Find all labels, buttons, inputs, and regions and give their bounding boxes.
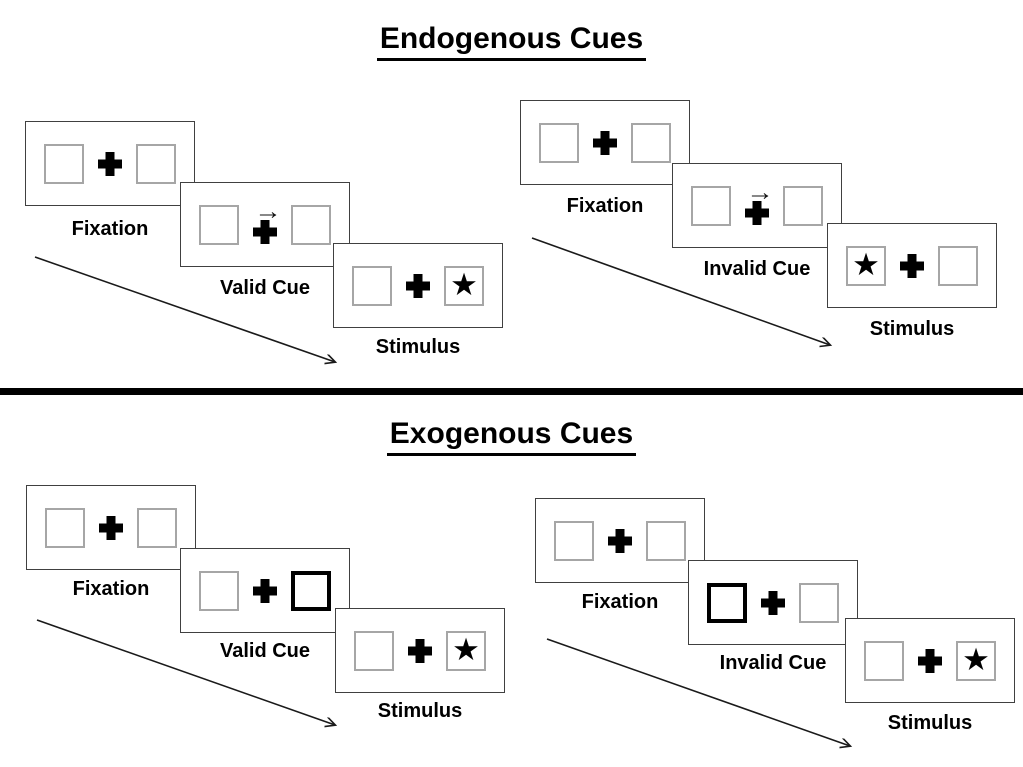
card-label: Fixation [566,195,644,217]
timeline-arrow-exogenous-valid [36,619,335,725]
center-symbols [760,591,786,615]
left-box [554,520,594,561]
right-box [137,507,177,548]
right-box: ★ [444,265,484,306]
left-box [45,507,85,548]
valid-cue-card [180,548,350,633]
valid-cue-card: → [180,182,350,267]
center-symbols [899,254,925,278]
left-box [539,122,579,163]
cue-highlight-box [707,582,747,623]
star-icon: ★ [852,247,880,282]
exogenous-title-text: Exogenous Cues [386,417,637,456]
fixation-cross-icon [745,201,769,225]
center-symbols [405,274,431,298]
cue-arrow-icon: → [254,198,282,225]
stimulus-card: ★ [335,608,505,693]
center-symbols [607,529,633,553]
center-symbols [252,579,278,603]
fixation-cross-icon [98,152,122,176]
card-label: Invalid Cue [703,258,811,280]
star-icon: ★ [962,642,990,677]
card-label: Stimulus [869,318,955,340]
left-box [691,185,731,226]
star-icon: ★ [452,632,480,667]
right-box [631,122,671,163]
exogenous-section-title: Exogenous Cues [0,417,1023,456]
invalid-cue-card [688,560,858,645]
card-label: Fixation [72,578,150,600]
cue-highlight-box [291,570,331,611]
right-box [783,185,823,226]
fixation-cross-icon [918,649,942,673]
endogenous-section-title: Endogenous Cues [0,22,1023,61]
card-label: Valid Cue [219,277,311,299]
card-label: Fixation [71,218,149,240]
fixation-cross-icon [253,579,277,603]
star-icon: ★ [450,267,478,302]
fixation-cross-icon [593,131,617,155]
left-box: ★ [846,245,886,286]
center-symbols [97,152,123,176]
fixation-cross-icon [406,274,430,298]
center-symbols [98,516,124,540]
right-box: ★ [446,630,486,671]
fixation-card [535,498,705,583]
center-symbols [917,649,943,673]
right-box [136,143,176,184]
stimulus-card: ★ [845,618,1015,703]
fixation-cross-icon [99,516,123,540]
fixation-cross-icon [253,220,277,244]
left-box [354,630,394,671]
endogenous-title-text: Endogenous Cues [376,22,647,61]
center-symbols: → [744,181,774,225]
center-symbols: → [252,200,282,244]
center-symbols [407,639,433,663]
fixation-cross-icon [900,254,924,278]
fixation-cross-icon [608,529,632,553]
right-box [291,204,331,245]
card-label: Fixation [581,591,659,613]
card-label: Valid Cue [219,640,311,662]
right-box: ★ [956,640,996,681]
cue-arrow-icon: → [746,179,774,206]
card-label: Stimulus [375,336,461,358]
left-box [44,143,84,184]
card-label: Invalid Cue [719,652,827,674]
stimulus-card: ★ [827,223,997,308]
fixation-card [520,100,690,185]
right-box [938,245,978,286]
card-label: Stimulus [377,700,463,722]
fixation-cross-icon [408,639,432,663]
card-label: Stimulus [887,712,973,734]
timeline-arrow-endogenous-invalid [531,237,830,345]
left-box [199,570,239,611]
center-symbols [592,131,618,155]
stimulus-card: ★ [333,243,503,328]
invalid-cue-card: → [672,163,842,248]
fixation-card [26,485,196,570]
left-box [199,204,239,245]
right-box [799,582,839,623]
right-box [646,520,686,561]
fixation-card [25,121,195,206]
left-box [352,265,392,306]
timeline-arrow-endogenous-valid [34,256,335,362]
section-divider [0,388,1023,395]
fixation-cross-icon [761,591,785,615]
left-box [864,640,904,681]
